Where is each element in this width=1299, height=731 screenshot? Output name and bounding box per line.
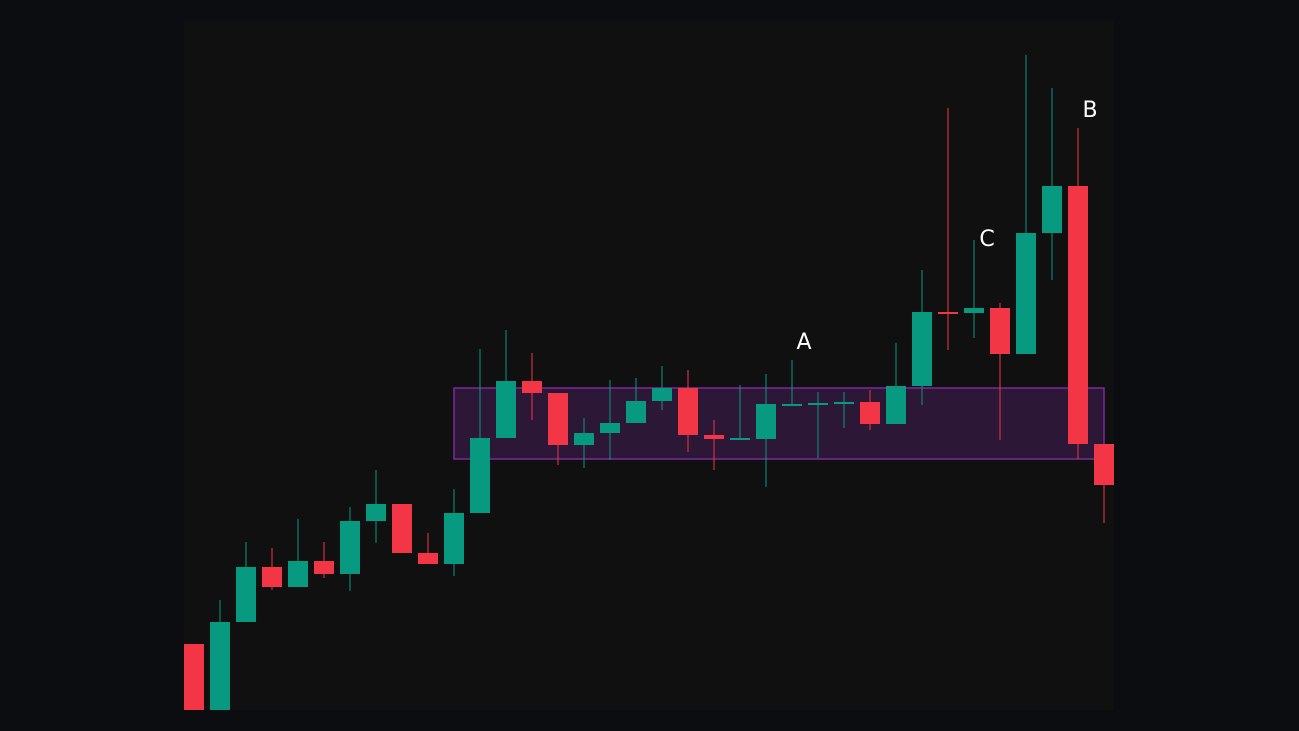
candle-body <box>1094 444 1114 485</box>
candle-body <box>444 513 464 564</box>
candle-body <box>574 433 594 445</box>
candle-body <box>288 561 308 587</box>
candle-body <box>184 644 204 710</box>
candle-body <box>496 381 516 438</box>
candle-body <box>314 561 334 574</box>
candle-body <box>340 521 360 574</box>
candle-body <box>470 438 490 513</box>
candle-body <box>860 402 880 424</box>
annotation: C <box>979 227 994 252</box>
candle-body <box>912 312 932 386</box>
candle-body <box>626 401 646 423</box>
candle-body <box>1016 233 1036 354</box>
candle-body <box>262 567 282 587</box>
candle-body <box>600 423 620 433</box>
annotation: B <box>1082 98 1097 123</box>
candle-body <box>808 403 828 405</box>
candle-body <box>704 435 724 439</box>
candle-body <box>366 504 386 521</box>
candle-body <box>1068 186 1088 444</box>
candle-body <box>938 312 958 314</box>
candle-body <box>678 388 698 435</box>
candle-body <box>782 404 802 406</box>
candle-body <box>548 393 568 445</box>
plot-area <box>184 20 1114 710</box>
candle-body <box>210 622 230 710</box>
candle-body <box>990 308 1010 354</box>
candle-body <box>652 388 672 401</box>
candle-body <box>834 402 854 404</box>
candle-body <box>964 308 984 313</box>
candle-body <box>1042 186 1062 233</box>
candle-body <box>886 386 906 424</box>
candle-body <box>392 504 412 553</box>
candle-body <box>730 438 750 440</box>
candle-body <box>522 381 542 393</box>
annotation: A <box>796 330 811 355</box>
candle-body <box>756 404 776 439</box>
candle-body <box>236 567 256 622</box>
candle-body <box>418 553 438 564</box>
